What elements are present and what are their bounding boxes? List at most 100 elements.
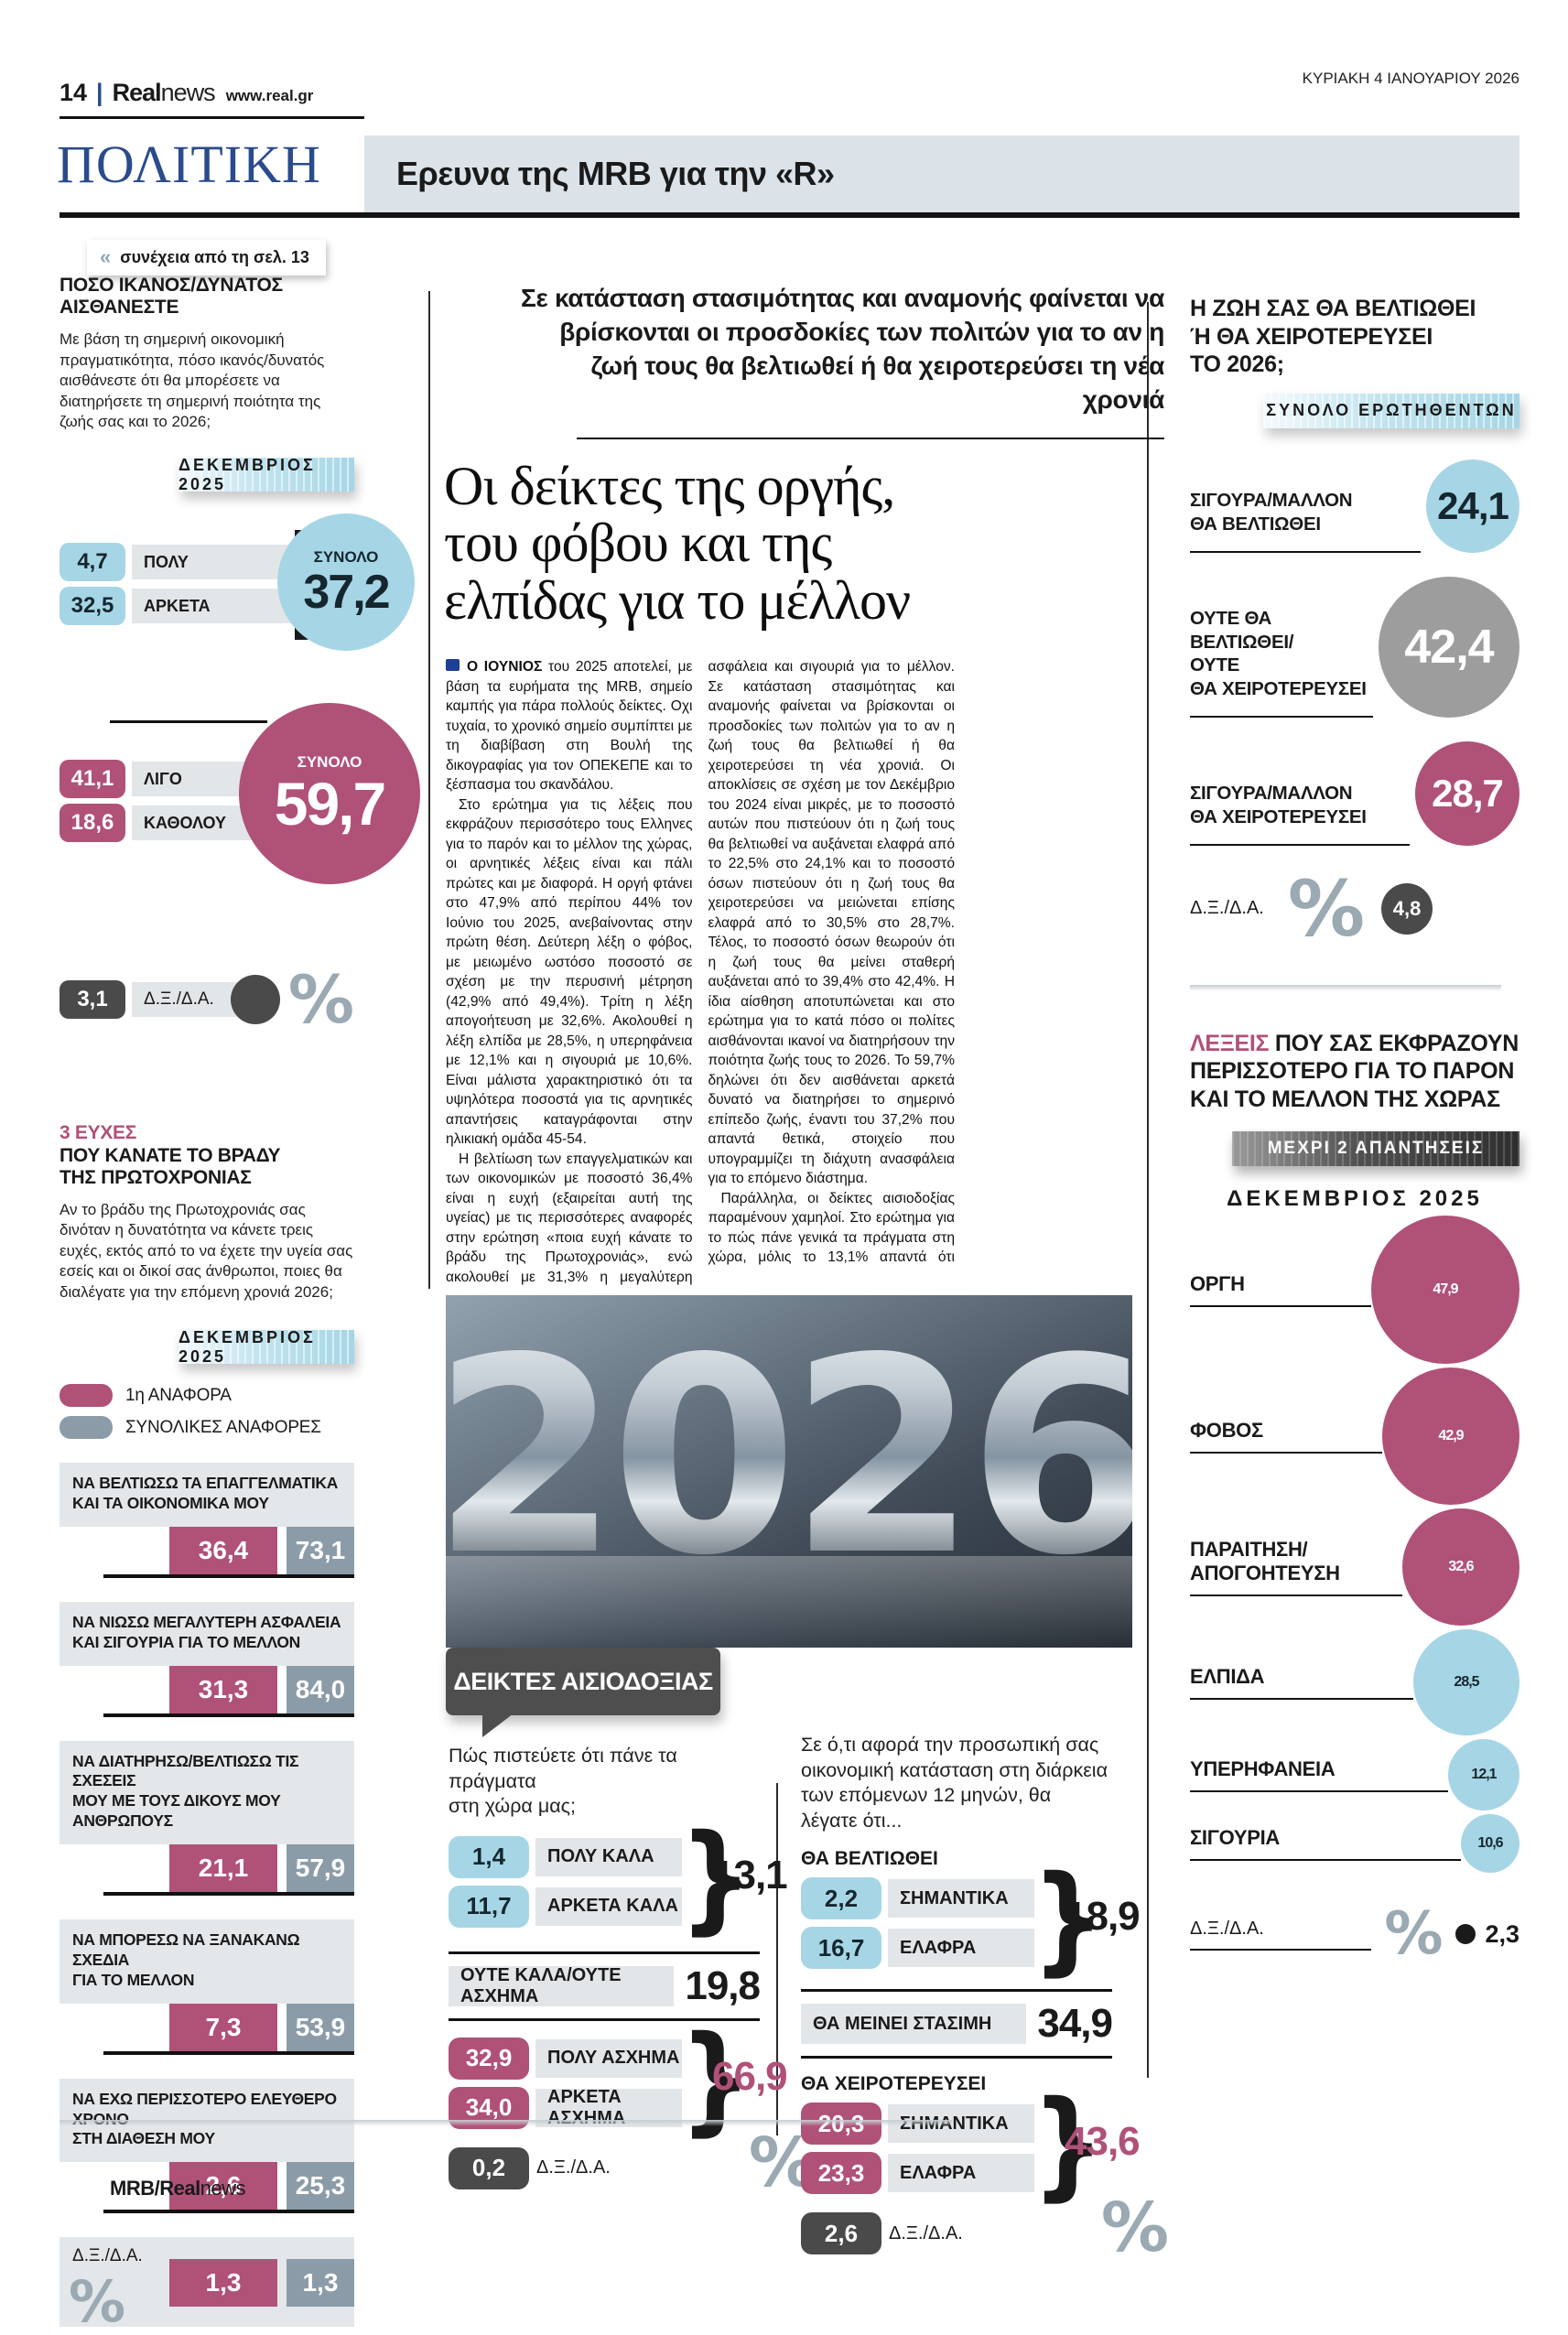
value-pill: 0,2 — [449, 2146, 529, 2189]
dk-label: Δ.Ξ./Δ.Α. — [1190, 898, 1264, 918]
year-2026-photo: 2026 — [446, 1295, 1132, 1648]
source-credit: MRB/Realnews — [110, 2177, 246, 2200]
wish-label: ΝΑ ΝΙΩΣΩ ΜΕΓΑΛΥΤΕΡΗ ΑΣΦΑΛΕΙΑ ΚΑΙ ΣΙΓΟΥΡΙ… — [59, 1601, 354, 1666]
respondents-ribbon: ΣΥΝΟΛΟ ΕΡΩΤΗΘΕΝΤΩΝ — [1263, 393, 1519, 428]
dk-dot — [1455, 1924, 1476, 1944]
legend-item: ΣΥΝΟΛΙΚΕΣ ΑΝΑΦΟΡΕΣ — [59, 1416, 354, 1440]
brand-logo: Realnews — [112, 79, 216, 107]
survey-banner-title: Ερευνα της MRB για την «R» — [396, 155, 835, 192]
dk-label: Δ.Ξ./Δ.Α. — [536, 2157, 611, 2178]
word-label: ΠΑΡΑΙΤΗΣΗ/ ΑΠΟΓΟΗΤΕΥΣΗ — [1190, 1538, 1402, 1597]
subchart-rule — [776, 1783, 778, 2135]
word-circle: 42,9 — [1382, 1367, 1519, 1505]
wish-item: ΝΑ ΒΕΛΤΙΩΣΩ ΤΑ ΕΠΑΓΓΕΛΜΑΤΙΚΑ ΚΑΙ ΤΑ ΟΙΚΟ… — [59, 1463, 354, 1578]
outlook-value: 42,4 — [1404, 620, 1494, 674]
wish-bars: 31,3 84,0 — [103, 1665, 354, 1717]
poll-row: 32,5 ΑΡΚΕΤΑ — [59, 587, 308, 626]
bubble-text: ΔΕΙΚΤΕΣ ΑΙΣΙΟΔΟΞΙΑΣ — [453, 1667, 713, 1695]
word-row: ΦΟΒΟΣ 42,9 — [1190, 1367, 1519, 1505]
answer-label: ΕΛΑΦΡΑ — [888, 1929, 1034, 1968]
right-rail: Η ΖΩΗ ΣΑΣ ΘΑ ΒΕΛΤΙΩΘΕΙ Ή ΘΑ ΧΕΙΡΟΤΕΡΕΥΣΕ… — [1190, 295, 1519, 1968]
wishes-section: 3 ΕΥΧΕΣ ΠΟΥ ΚΑΝΑΤΕ ΤΟ ΒΡΑΔΥ ΤΗΣ ΠΡΩΤΟΧΡΟΝ… — [59, 1122, 354, 2335]
legend-swatch-first-mention — [59, 1384, 113, 1408]
outlook-title: Η ΖΩΗ ΣΑΣ ΘΑ ΒΕΛΤΙΩΘΕΙ Ή ΘΑ ΧΕΙΡΟΤΕΡΕΥΣΕ… — [1190, 296, 1476, 377]
brace-glyph: } — [679, 1809, 752, 1947]
back-arrows-icon: « — [100, 245, 112, 268]
article-body: Ο ΙΟΥΝΙΟΣ του 2025 αποτελεί, με βάση τα … — [446, 657, 955, 1289]
bubble-tail — [482, 1713, 514, 1737]
words-section: ΛΕΞΕΙΣ ΠΟΥ ΣΑΣ ΕΚΦΡΑΖΟΥΝ ΠΕΡΙΣΣΟΤΕΡΟ ΓΙΑ… — [1190, 1030, 1519, 1968]
outlook-circle: 42,4 — [1379, 576, 1519, 718]
percent-sign: % — [287, 961, 354, 1039]
bar-total-mentions: 1,3 — [287, 2259, 354, 2308]
continuation-text: συνέχεια από τη σελ. 13 — [120, 247, 309, 266]
article-deck: Σε κατάσταση στασιμότητας και αναμονής φ… — [520, 284, 1164, 414]
outlook-label: ΣΙΓΟΥΡΑ/ΜΑΛΛΟΝ ΘΑ ΧΕΙΡΟΤΕΡΕΥΣΕΙ — [1190, 782, 1410, 846]
total-label: ΣΥΝΟΛΟ — [297, 752, 362, 771]
legend-label: ΣΥΝΟΛΙΚΕΣ ΑΝΑΦΟΡΕΣ — [125, 1417, 321, 1437]
dk-value: 4,8 — [1392, 896, 1422, 920]
capability-title: ΠΟΣΟ ΙΚΑΝΟΣ/ΔΥΝΑΤΟΣ ΑΙΣΘΑΝΕΣΤΕ — [59, 275, 283, 319]
wish-bars: 1,3 1,3 — [169, 2259, 354, 2308]
word-label: ΟΡΓΗ — [1190, 1272, 1371, 1308]
answer-label: ΑΡΚΕΤΑ ΚΑΛΑ — [535, 1886, 682, 1926]
outlook-circle: 24,1 — [1426, 459, 1519, 553]
deck-rule — [577, 438, 1164, 439]
body-paragraph: Η βελτίωση των επαγγελματικών και των οι… — [446, 659, 955, 1285]
word-row: ΕΛΠΙΔΑ 28,5 — [1190, 1629, 1519, 1735]
improve-group: 2,2 ΣΗΜΑΝΤΙΚΑ 16,7 ΕΛΑΦΡΑ } 18,9 — [801, 1861, 1141, 1978]
brand-light: news — [160, 79, 216, 106]
word-circle: 10,6 — [1461, 1814, 1519, 1873]
answer-label: ΘΑ ΜΕΙΝΕΙ ΣΤΑΣΙΜΗ — [801, 2004, 1027, 2045]
value-pill: 1,4 — [449, 1835, 529, 1878]
wish-item: ΝΑ ΜΠΟΡΕΣΩ ΝΑ ΞΑΝΑΚΑΝΩ ΣΧΕΔΙΑ ΓΙΑ ΤΟ ΜΕΛ… — [59, 1919, 354, 2055]
answer-label: ΠΟΛΥ ΑΣΧΗΜΑ — [535, 2038, 682, 2078]
dk-row: 2,6 Δ.Ξ./Δ.Α. % — [801, 2189, 1169, 2267]
header-rule-left — [59, 116, 364, 119]
word-label: ΥΠΕΡΗΦΑΝΕΙΑ — [1190, 1757, 1448, 1793]
answers-limit-ribbon: ΜΕΧΡΙ 2 ΑΠΑΝΤΗΣΕΙΣ — [1232, 1131, 1519, 1166]
body-paragraph: Στο ερώτημα για τις λέξεις που εκφράζουν… — [446, 796, 693, 1148]
word-value: 12,1 — [1471, 1767, 1497, 1782]
photo-floor-highlight — [446, 1555, 1132, 1648]
wish-item: ΝΑ ΔΙΑΤΗΡΗΣΩ/ΒΕΛΤΙΩΣΩ ΤΙΣ ΣΧΕΣΕΙΣ ΜΟΥ ΜΕ… — [59, 1740, 354, 1897]
article-headline: Οι δείκτες της οργής, του φόβου και της … — [444, 456, 911, 631]
wishes-title-accent: 3 ΕΥΧΕΣ — [59, 1122, 137, 1144]
poll-row: 23,3 ΕΛΑΦΡΑ — [801, 2152, 1034, 2195]
poll-row: 11,7 ΑΡΚΕΤΑ ΚΑΛΑ — [449, 1885, 682, 1928]
brand-bold: Real — [112, 79, 162, 106]
continuation-badge: « συνέχεια από τη σελ. 13 — [87, 240, 326, 276]
outlook-row: ΣΙΓΟΥΡΑ/ΜΑΛΛΟΝ ΘΑ ΧΕΙΡΟΤΕΡΕΥΣΕΙ 28,7 — [1190, 740, 1519, 846]
total-circle-negative: ΣΥΝΟΛΟ 59,7 — [239, 703, 420, 885]
worsen-group: 20,3 ΣΗΜΑΝΤΙΚΑ 23,3 ΕΛΑΦΡΑ } 43,6 — [801, 2086, 1141, 2203]
column-rule — [428, 291, 430, 1289]
capability-positive-group: 4,7 ΠΟΛΥ 32,5 ΑΡΚΕΤΑ } ΣΥΝΟΛΟ 37,2 — [59, 513, 415, 680]
dk-label: Δ.Ξ./Δ.Α. — [889, 2222, 963, 2243]
value-pill: 41,1 — [59, 760, 125, 799]
dk-label: Δ.Ξ./Δ.Α. — [1190, 1919, 1372, 1951]
outlook-dk-row: Δ.Ξ./Δ.Α. % 4,8 — [1190, 864, 1519, 954]
capability-question: Με βάση τη σημερινή οικονομική πραγματικ… — [59, 330, 325, 431]
group-header: ΘΑ ΒΕΛΤΙΩΘΕΙ — [801, 1848, 938, 1870]
masthead-separator: | — [96, 79, 103, 106]
word-row: ΥΠΕΡΗΦΑΝΕΙΑ 12,1 — [1190, 1739, 1519, 1811]
outlook-row: ΣΙΓΟΥΡΑ/ΜΑΛΛΟΝ ΘΑ ΒΕΛΤΙΩΘΕΙ 24,1 — [1190, 459, 1519, 553]
word-circle: 28,5 — [1413, 1629, 1519, 1735]
left-column: ΠΟΣΟ ΙΚΑΝΟΣ/ΔΥΝΑΤΟΣ ΑΙΣΘΑΝΕΣΤΕ Με βάση τ… — [59, 275, 420, 2335]
value-pill: 11,7 — [449, 1885, 529, 1928]
wishes-legend: 1η ΑΝΑΦΟΡΑ ΣΥΝΟΛΙΚΕΣ ΑΝΑΦΟΡΕΣ — [59, 1384, 354, 1440]
wish-dk-item: Δ.Ξ./Δ.Α. % 1,3 1,3 — [59, 2237, 354, 2335]
word-value: 47,9 — [1433, 1281, 1458, 1297]
word-value: 10,6 — [1477, 1835, 1503, 1851]
optimism-bubble-tag: ΔΕΙΚΤΕΣ ΑΙΣΙΟΔΟΞΙΑΣ — [446, 1648, 720, 1737]
wishes-title-rest: ΠΟΥ ΚΑΝΑΤΕ ΤΟ ΒΡΑΔΥ ΤΗΣ ΠΡΩΤΟΧΡΟΝΙΑΣ — [59, 1144, 281, 1188]
percent-sign: % — [1287, 863, 1366, 954]
capability-dk-row: 3,1 Δ.Ξ./Δ.Α. % — [59, 961, 354, 1038]
masthead: 14 | Realnews www.real.gr — [59, 79, 313, 107]
value-pill: 23,3 — [801, 2152, 881, 2195]
wish-bars: 21,1 57,9 — [103, 1844, 354, 1897]
chart-question: Σε ό,τι αφορά την προσωπική σας οικονομι… — [801, 1734, 1108, 1832]
percent-sign: % — [69, 2268, 126, 2335]
word-value: 42,9 — [1438, 1428, 1464, 1443]
group-total: 13,1 — [712, 1852, 788, 1897]
